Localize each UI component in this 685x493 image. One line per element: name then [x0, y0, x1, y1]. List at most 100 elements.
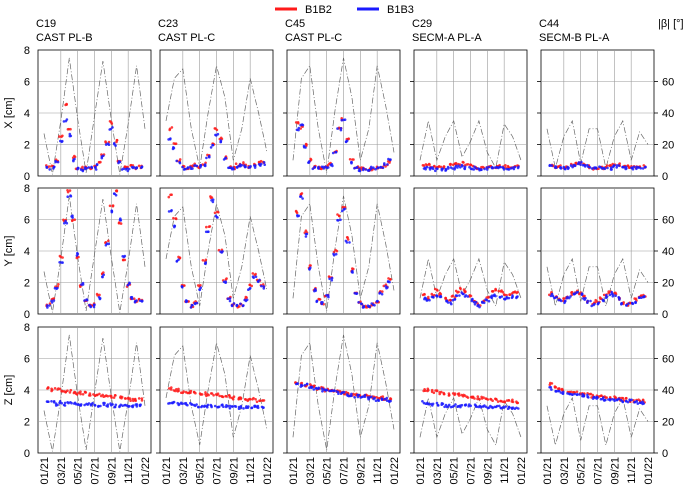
data-point-b1b2: [598, 296, 602, 299]
data-point-b1b3: [640, 296, 643, 300]
data-point-b1b3: [48, 304, 51, 307]
data-point-b1b2: [255, 400, 259, 404]
data-point-b1b3: [232, 302, 236, 305]
data-point-b1b2: [218, 394, 221, 398]
data-point-b1b3: [509, 167, 513, 170]
data-point-b1b3: [113, 405, 116, 409]
left-tick-label: 0: [24, 448, 30, 460]
column-id-c29: C29: [412, 18, 432, 30]
column-id-c19: C19: [36, 18, 56, 30]
data-point-b1b3: [231, 405, 234, 408]
data-point-b1b3: [444, 403, 448, 407]
data-point-b1b3: [603, 399, 606, 402]
data-point-b1b3: [628, 399, 632, 402]
data-point-b1b3: [93, 403, 96, 407]
data-point-b1b3: [361, 395, 365, 398]
data-point-b1b3: [71, 216, 74, 219]
data-point-b1b3: [357, 393, 361, 397]
data-point-b1b3: [58, 400, 62, 403]
data-point-b1b3: [200, 404, 204, 408]
data-point-b1b2: [50, 387, 53, 391]
data-point-b1b3: [92, 305, 96, 309]
data-point-b1b3: [46, 306, 49, 309]
data-point-b1b2: [427, 295, 430, 299]
data-point-b1b3: [167, 138, 170, 141]
x-tick-label: 09/21: [482, 457, 494, 485]
data-point-b1b3: [517, 407, 520, 410]
left-tick-label: 0: [24, 171, 30, 183]
x-tick-label: 07/21: [339, 457, 351, 485]
data-point-b1b2: [201, 259, 205, 262]
data-point-b1b3: [369, 167, 373, 171]
data-point-b1b2: [605, 396, 608, 399]
panel-y-c45: [283, 187, 401, 315]
data-point-b1b3: [616, 398, 619, 402]
data-point-b1b3: [255, 405, 259, 409]
data-point-b1b3: [66, 401, 69, 404]
data-point-b1b3: [204, 230, 208, 234]
data-point-b1b3: [178, 161, 181, 164]
data-point-b1b3: [128, 282, 131, 285]
data-point-b1b3: [641, 167, 645, 170]
data-point-b1b2: [71, 218, 74, 222]
left-tick-label: 6: [24, 215, 30, 227]
data-point-b1b3: [320, 387, 324, 390]
data-point-b1b3: [177, 403, 180, 407]
data-point-b1b2: [562, 297, 565, 300]
data-point-b1b3: [562, 390, 565, 394]
data-point-b1b3: [380, 397, 384, 400]
data-point-b1b3: [485, 298, 489, 302]
data-point-b1b2: [448, 163, 452, 166]
data-point-b1b2: [250, 284, 253, 288]
data-point-b1b3: [486, 406, 490, 410]
data-point-b1b3: [339, 218, 342, 222]
data-point-b1b2: [117, 221, 121, 224]
left-tick-label: 8: [24, 322, 30, 334]
data-point-b1b3: [344, 239, 348, 243]
data-point-b1b2: [73, 390, 76, 394]
data-point-b1b3: [475, 405, 478, 409]
data-point-b1b2: [427, 162, 431, 166]
beta-line: [43, 195, 146, 313]
data-point-b1b3: [627, 302, 630, 305]
data-point-b1b3: [461, 164, 464, 168]
beta-line: [546, 119, 649, 169]
data-point-b1b3: [339, 127, 343, 130]
data-point-b1b2: [507, 399, 511, 402]
data-point-b1b3: [207, 230, 210, 233]
data-point-b1b3: [435, 401, 439, 405]
data-point-b1b3: [228, 297, 232, 300]
data-point-b1b2: [108, 120, 112, 123]
data-point-b1b2: [463, 289, 467, 293]
data-point-b1b2: [74, 392, 78, 396]
x-tick-label: 05/21: [322, 457, 334, 485]
data-point-b1b2: [352, 158, 355, 161]
right-tick-label: 0: [662, 309, 668, 321]
data-point-b1b2: [251, 272, 255, 275]
data-point-b1b2: [107, 239, 110, 243]
data-point-b1b3: [368, 305, 372, 308]
data-point-b1b3: [60, 261, 63, 264]
data-point-b1b2: [560, 388, 564, 392]
data-point-b1b3: [460, 403, 464, 407]
data-point-b1b3: [54, 160, 57, 164]
data-point-b1b2: [176, 390, 179, 393]
data-point-b1b2: [104, 141, 108, 144]
panel-x-c45: [283, 49, 401, 177]
data-point-b1b2: [213, 211, 217, 215]
data-point-b1b3: [315, 300, 319, 304]
data-point-b1b3: [554, 390, 558, 393]
data-point-b1b2: [439, 165, 443, 169]
data-point-b1b2: [424, 389, 427, 393]
data-point-b1b3: [87, 402, 91, 405]
data-point-b1b3: [367, 169, 370, 172]
data-point-b1b2: [352, 267, 355, 271]
data-point-b1b3: [79, 168, 83, 171]
beta-line: [292, 57, 395, 173]
data-point-b1b3: [453, 298, 457, 301]
data-point-b1b3: [89, 305, 92, 308]
data-point-b1b3: [297, 128, 300, 132]
data-point-b1b3: [617, 296, 620, 299]
data-point-b1b2: [126, 396, 130, 400]
